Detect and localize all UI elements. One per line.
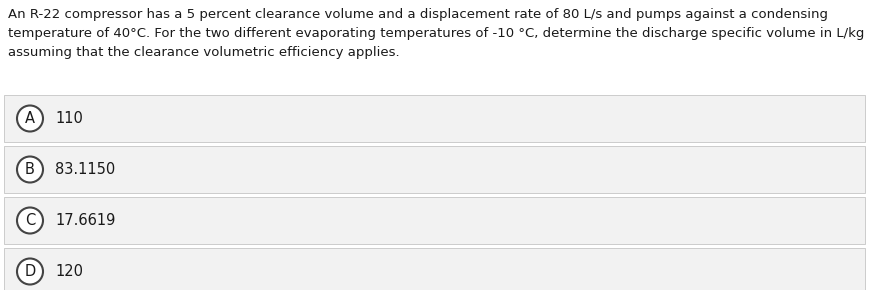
Circle shape: [17, 157, 43, 182]
Text: 120: 120: [55, 264, 83, 279]
Text: C: C: [25, 213, 35, 228]
Text: 83.1150: 83.1150: [55, 162, 116, 177]
Text: A: A: [25, 111, 35, 126]
Circle shape: [17, 106, 43, 131]
FancyBboxPatch shape: [4, 95, 865, 142]
Circle shape: [17, 258, 43, 284]
Text: 17.6619: 17.6619: [55, 213, 116, 228]
FancyBboxPatch shape: [4, 146, 865, 193]
FancyBboxPatch shape: [4, 197, 865, 244]
Text: An R-22 compressor has a 5 percent clearance volume and a displacement rate of 8: An R-22 compressor has a 5 percent clear…: [8, 8, 828, 21]
Text: D: D: [24, 264, 36, 279]
Text: assuming that the clearance volumetric efficiency applies.: assuming that the clearance volumetric e…: [8, 46, 400, 59]
Text: temperature of 40°C. For the two different evaporating temperatures of -10 °C, d: temperature of 40°C. For the two differe…: [8, 27, 865, 40]
Text: 110: 110: [55, 111, 83, 126]
Circle shape: [17, 208, 43, 233]
FancyBboxPatch shape: [4, 248, 865, 290]
Text: B: B: [25, 162, 35, 177]
